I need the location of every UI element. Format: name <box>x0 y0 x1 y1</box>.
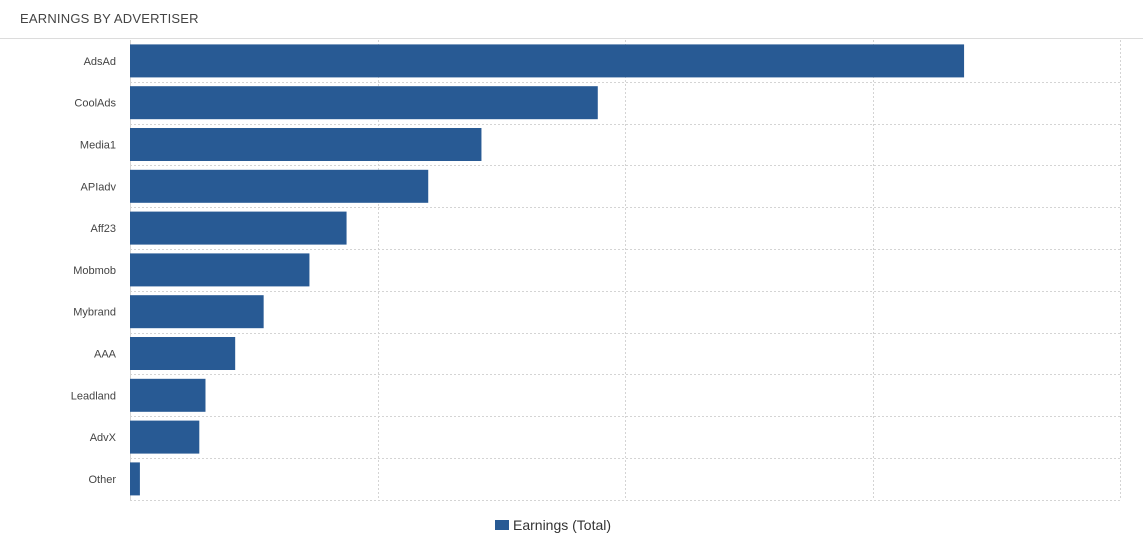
legend-label: Earnings (Total) <box>513 517 612 533</box>
category-label: APIadv <box>81 181 117 193</box>
bar-mobmob[interactable] <box>130 253 310 287</box>
category-label: AdvX <box>90 432 117 444</box>
category-label: AAA <box>94 349 117 361</box>
bar-aff23[interactable] <box>130 211 347 245</box>
panel-title: EARNINGS BY ADVERTISER <box>20 11 199 26</box>
legend-swatch <box>495 520 509 530</box>
bar-aaa[interactable] <box>130 337 236 370</box>
bar-apiadv[interactable] <box>130 169 429 203</box>
chart-legend[interactable]: Earnings (Total) <box>495 516 611 534</box>
bar-leadland[interactable] <box>130 378 206 412</box>
category-label: Leadland <box>71 390 116 402</box>
category-label: Other <box>88 474 116 486</box>
panel-header: EARNINGS BY ADVERTISER <box>0 0 1143 39</box>
category-label: Aff23 <box>91 223 117 235</box>
bar-coolads[interactable] <box>130 86 598 120</box>
bar-media1[interactable] <box>130 128 482 161</box>
bar-other[interactable] <box>130 462 140 496</box>
category-label: AdsAd <box>84 56 116 68</box>
category-label: Mybrand <box>73 307 116 319</box>
bar-adsad[interactable] <box>130 44 965 78</box>
category-label: Mobmob <box>73 265 116 277</box>
category-label: CoolAds <box>74 98 116 110</box>
category-label: Media1 <box>80 140 116 152</box>
bar-advx[interactable] <box>130 420 200 454</box>
bar-mybrand[interactable] <box>130 295 264 329</box>
